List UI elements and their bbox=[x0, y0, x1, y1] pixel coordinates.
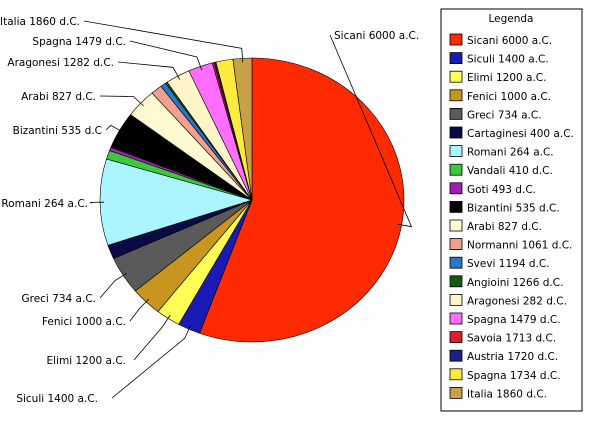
callout-line-aragonesi-282-d-c bbox=[117, 61, 181, 80]
legend-swatch-arabi-827-d-c bbox=[449, 219, 463, 232]
callout-line-arabi-827-d-c bbox=[99, 95, 144, 107]
legend-label-austria-1720-d-c: Austria 1720 d.C. bbox=[467, 351, 558, 363]
slice-label-siculi-1400-a-c: Siculi 1400 a.C. bbox=[16, 393, 98, 405]
legend-swatch-spagna-1734-d-c bbox=[449, 368, 463, 381]
legend-label-savoia-1713-d-c: Savoia 1713 d.C. bbox=[467, 333, 556, 345]
legend-label-fenici-1000-a-c: Fenici 1000 a.C. bbox=[467, 91, 551, 103]
callout-line-elimi-1200-a-c bbox=[133, 314, 171, 361]
callout-line-siculi-1400-a-c bbox=[111, 325, 191, 399]
legend-label-spagna-1734-d-c: Spagna 1734 d.C. bbox=[467, 370, 561, 382]
slice-label-greci-734-a-c: Greci 734 a.C. bbox=[21, 293, 96, 305]
legend-label-elimi-1200-a-c: Elimi 1200 a.C. bbox=[467, 72, 546, 84]
slice-label-aragonesi-282-d-c: Aragonesi 1282 d.C. bbox=[7, 57, 114, 69]
callout-line-greci-734-a-c bbox=[99, 272, 127, 299]
slice-label-spagna-1479-d-c: Spagna 1479 d.C. bbox=[32, 36, 126, 48]
legend-label-spagna-1479-d-c: Spagna 1479 d.C. bbox=[467, 314, 561, 326]
legend-swatch-vandali-410-d-c bbox=[449, 163, 463, 176]
legend-swatch-italia-1860-d-c bbox=[449, 386, 463, 399]
callout-line-romani-264-a-c bbox=[89, 201, 105, 204]
legend: Legenda Sicani 6000 a.C. Siculi 1400 a.C.… bbox=[440, 8, 583, 412]
legend-swatch-cartaginesi-400-a-c bbox=[449, 126, 463, 139]
legend-label-arabi-827-d-c: Arabi 827 d.C. bbox=[467, 221, 542, 233]
callout-line-italia-1860-d-c bbox=[83, 20, 244, 63]
legend-label-romani-264-a-c: Romani 264 a.C. bbox=[467, 147, 554, 159]
legend-label-svevi-1194-d-c: Svevi 1194 d.C. bbox=[467, 258, 550, 270]
legend-swatch-siculi-1400-a-c bbox=[449, 52, 463, 64]
legend-swatch-bizantini-535-d-c bbox=[449, 200, 463, 213]
legend-swatch-svevi-1194-d-c bbox=[449, 256, 463, 269]
legend-label-cartaginesi-400-a-c: Cartaginesi 400 a.C. bbox=[467, 128, 574, 140]
legend-label-greci-734-a-c: Greci 734 a.C. bbox=[467, 109, 542, 121]
legend-label-italia-1860-d-c: Italia 1860 d.C. bbox=[467, 388, 547, 400]
legend-swatch-angioini-1266-d-c bbox=[449, 275, 463, 288]
legend-label-vandali-410-d-c: Vandali 410 d.C. bbox=[467, 165, 553, 177]
slice-label-fenici-1000-a-c: Fenici 1000 a.C. bbox=[42, 316, 126, 328]
legend-label-normanni-1061-d-c: Normanni 1061 d.C. bbox=[467, 240, 572, 252]
legend-swatch-spagna-1479-d-c bbox=[449, 312, 463, 325]
legend-swatch-greci-734-a-c bbox=[449, 108, 463, 120]
legend-label-goti-493-d-c: Goti 493 d.C. bbox=[467, 184, 536, 196]
slice-label-romani-264-a-c: Romani 264 a.C. bbox=[1, 198, 88, 210]
callout-line-fenici-1000-a-c bbox=[129, 298, 150, 322]
legend-swatch-normanni-1061-d-c bbox=[449, 238, 463, 251]
legend-swatch-goti-493-d-c bbox=[449, 182, 463, 195]
slice-label-elimi-1200-a-c: Elimi 1200 a.C. bbox=[47, 355, 126, 367]
callout-line-spagna-1479-d-c bbox=[129, 40, 203, 71]
legend-swatch-savoia-1713-d-c bbox=[449, 331, 463, 344]
legend-label-aragonesi-282-d-c: Aragonesi 282 d.C. bbox=[467, 295, 567, 307]
legend-label-siculi-1400-a-c: Siculi 1400 a.C. bbox=[467, 54, 549, 66]
slice-label-bizantini-535-d-c: Bizantini 535 d.C bbox=[13, 125, 102, 137]
legend-label-sicani-6000-a-c: Sicani 6000 a.C. bbox=[467, 35, 552, 47]
legend-title: Legenda bbox=[488, 13, 533, 25]
slice-callouts: Sicani 6000 a.C. Siculi 1400 a.C. Elimi 12… bbox=[0, 16, 419, 405]
legend-swatch-romani-264-a-c bbox=[449, 145, 463, 158]
slice-label-arabi-827-d-c: Arabi 827 d.C. bbox=[21, 91, 96, 103]
legend-swatch-sicani-6000-a-c bbox=[449, 33, 463, 46]
slice-label-italia-1860-d-c: Italia 1860 d.C. bbox=[0, 16, 80, 28]
legend-frame bbox=[440, 8, 583, 412]
callout-line-sicani-6000-a-c bbox=[329, 34, 413, 228]
legend-swatch-fenici-1000-a-c bbox=[449, 89, 463, 102]
callout-line-bizantini-535-d-c bbox=[105, 124, 124, 133]
slice-label-sicani-6000-a-c: Sicani 6000 a.C. bbox=[334, 30, 419, 42]
legend-swatch-austria-1720-d-c bbox=[449, 349, 463, 362]
legend-label-angioini-1266-d-c: Angioini 1266 d.C. bbox=[467, 277, 563, 289]
pie-slices bbox=[99, 57, 405, 343]
legend-swatch-aragonesi-282-d-c bbox=[449, 293, 463, 306]
legend-swatch-elimi-1200-a-c bbox=[449, 70, 463, 83]
legend-label-bizantini-535-d-c: Bizantini 535 d.C. bbox=[467, 202, 560, 214]
